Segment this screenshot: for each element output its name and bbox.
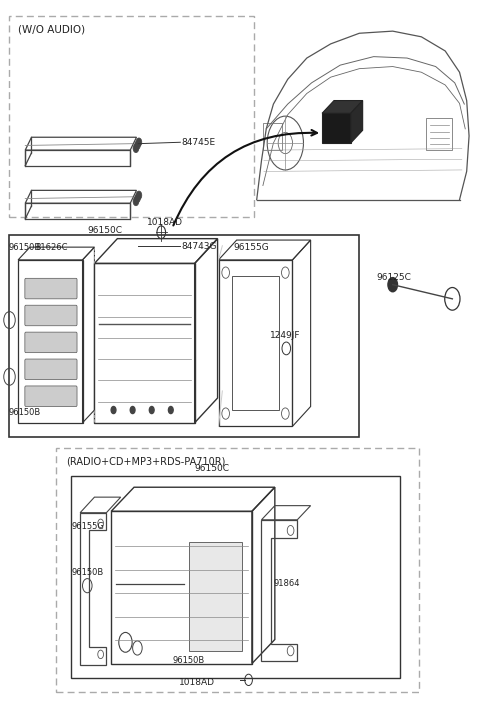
Text: 91864: 91864 — [274, 579, 300, 588]
Text: 84743G: 84743G — [182, 242, 217, 251]
Text: 84745E: 84745E — [182, 138, 216, 146]
Polygon shape — [351, 100, 363, 143]
Polygon shape — [322, 113, 351, 143]
Text: 96150C: 96150C — [87, 226, 122, 235]
Text: 96150B: 96150B — [172, 656, 204, 665]
Text: 96150C: 96150C — [195, 464, 229, 474]
FancyBboxPatch shape — [25, 278, 77, 299]
Bar — [56, 447, 419, 692]
Text: 96125C: 96125C — [376, 273, 411, 282]
Circle shape — [136, 191, 142, 200]
Circle shape — [388, 277, 397, 292]
Bar — [9, 235, 360, 437]
Bar — [71, 476, 400, 678]
Circle shape — [111, 407, 116, 414]
Bar — [263, 123, 282, 150]
FancyBboxPatch shape — [25, 332, 77, 353]
Circle shape — [134, 194, 140, 203]
Circle shape — [134, 141, 140, 149]
Text: 1249JF: 1249JF — [270, 331, 300, 340]
Text: 96150B: 96150B — [9, 407, 41, 417]
Text: 96150B: 96150B — [9, 243, 41, 252]
Text: (RADIO+CD+MP3+RDS-PA710R): (RADIO+CD+MP3+RDS-PA710R) — [66, 456, 225, 466]
Text: (W/O AUDIO): (W/O AUDIO) — [18, 24, 85, 34]
FancyBboxPatch shape — [25, 305, 77, 326]
Circle shape — [133, 197, 139, 205]
Circle shape — [133, 144, 139, 153]
Circle shape — [130, 407, 135, 414]
Bar — [189, 542, 242, 651]
Circle shape — [149, 407, 154, 414]
Bar — [426, 118, 452, 150]
FancyBboxPatch shape — [25, 359, 77, 380]
Text: 96155G: 96155G — [234, 243, 270, 252]
Polygon shape — [322, 100, 363, 113]
Text: 96155G: 96155G — [72, 523, 105, 531]
Bar — [9, 16, 254, 218]
Text: 1018AD: 1018AD — [147, 218, 183, 227]
FancyBboxPatch shape — [25, 386, 77, 407]
Text: 1018AD: 1018AD — [179, 678, 215, 688]
Text: 96150B: 96150B — [72, 568, 104, 577]
Circle shape — [136, 138, 142, 146]
Text: 81626C: 81626C — [35, 243, 68, 252]
Circle shape — [168, 407, 173, 414]
